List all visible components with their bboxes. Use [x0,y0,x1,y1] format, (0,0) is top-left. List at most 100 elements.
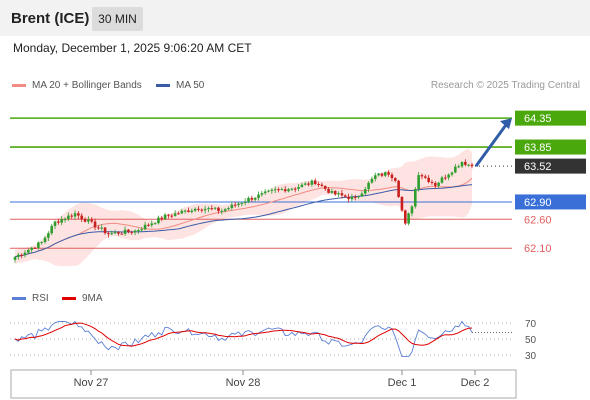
x-tick-label: Nov 27 [74,377,109,389]
candle-body [207,208,210,210]
candle-body [97,227,100,229]
candle-body [240,203,244,205]
candle-body [434,182,437,186]
candle-body [190,210,194,213]
candle-body [143,224,147,230]
candle-body [187,210,190,213]
candle-body [273,189,277,191]
candle-body [353,196,357,198]
candle-body [163,214,167,220]
candle-body [287,189,290,192]
candle-body [257,194,260,198]
candle-body [50,225,53,234]
timeframe-button[interactable]: 30 MIN [92,7,143,31]
candle-body [467,164,470,166]
candle-body [387,172,390,175]
candle-body [430,182,434,184]
forecast-arrow-head [500,118,512,130]
candle-body [283,189,287,192]
candle-body [103,227,107,234]
candle-body [253,197,257,200]
candle-body [317,183,320,185]
legend-9ma: 9MA [62,293,103,304]
candle-body [340,193,344,196]
candle-body [260,193,264,195]
legend-swatch-9ma [62,297,76,300]
level-label-bg-0 [515,110,586,126]
candle-body [377,173,380,176]
candle-body [293,188,297,190]
candle-body [300,184,304,188]
candle-body [197,208,200,210]
candle-body [280,189,284,191]
level-label-2: 62.90 [524,197,552,209]
candle-body [77,213,80,216]
bollinger-band-fill [15,149,472,267]
candle-body [277,189,280,191]
candle-body [327,188,330,193]
candle-body [313,180,317,184]
ma20-line [14,177,473,258]
candle-body [203,208,207,211]
candle-body [47,233,50,238]
legend-swatch-rsi [12,297,26,300]
level-label-0: 64.35 [524,113,552,125]
candle-body [360,193,364,197]
candle-body [60,219,64,223]
candle-body [357,196,360,198]
candle-body [73,213,77,217]
candle-body [107,233,110,235]
candle-body [330,191,334,193]
level-label-1: 63.85 [524,142,552,154]
instrument-title: Brent (ICE) [11,10,90,27]
candle-body [117,232,120,234]
x-tick-label: Dec 1 [388,377,417,389]
ma50-line [14,184,473,258]
candle-body [370,178,374,183]
candle-body [267,190,270,192]
candle-body [40,242,43,244]
candle-body [417,175,420,189]
legend-label-bollinger: MA 20 + Bollinger Bands [32,80,142,91]
candle-body [37,242,40,248]
candle-body [17,254,20,257]
candle-body [367,182,370,190]
candle-body [170,215,174,217]
candle-body [113,232,117,234]
candle-body [27,249,30,253]
candle-body [130,231,134,233]
candle-body [200,209,204,211]
candle-body [457,166,460,168]
candle-body [440,177,444,183]
candle-body [343,195,347,197]
candle-body [147,224,150,226]
candle-body [403,210,407,224]
candle-body [270,189,274,191]
x-tick-label: Dec 2 [461,377,490,389]
candle-body [213,207,217,209]
candle-body [57,221,60,223]
candle-body [43,237,47,243]
legend-label-9ma: 9MA [82,293,103,304]
candle-body [53,221,57,226]
candle-body [137,230,140,232]
candle-body [20,254,23,256]
candle-body [123,229,127,234]
candle-body [100,227,104,229]
candle-body [30,247,33,250]
candle-body [93,221,97,228]
level-label-bg-1 [515,139,586,155]
legend-rsi: RSI [12,293,49,304]
candle-body [63,219,67,221]
candle-body [307,183,310,185]
candle-body [413,188,417,207]
current-price-label: 63.52 [524,161,552,173]
legend-bollinger: MA 20 + Bollinger Bands [12,80,142,91]
level-label-4: 62.10 [524,243,552,255]
candle-body [263,191,267,194]
candle-body [247,197,250,202]
candle-body [380,173,384,176]
candle-body [90,219,94,222]
legend-swatch-bollinger [12,84,26,87]
